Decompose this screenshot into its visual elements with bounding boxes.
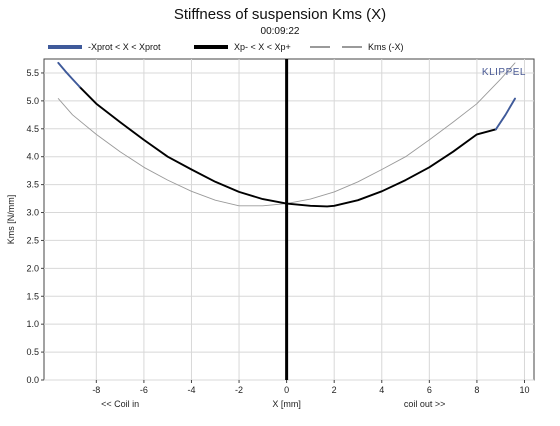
legend-label-kms-neg: Kms (-X) <box>368 42 404 52</box>
y-tick-label: 0.0 <box>26 375 39 385</box>
y-tick-label: 5.0 <box>26 96 39 106</box>
plot-frame <box>43 58 535 381</box>
y-tick-label: 5.5 <box>26 68 39 78</box>
x-tick-label: -6 <box>140 385 148 395</box>
y-ticks: 0.0 0.5 1.0 1.5 2.0 2.5 3.0 3.5 4.0 4.5 5.0 5.5 <box>26 68 44 385</box>
y-tick-label: 3.5 <box>26 180 39 190</box>
y-tick-label: 3.0 <box>26 208 39 218</box>
x-tick-label: -2 <box>235 385 243 395</box>
x-ticks: -8 -6 -4 -2 0 2 4 6 8 10 <box>92 380 529 395</box>
grid <box>44 59 534 381</box>
x-axis-label: X [mm] <box>272 399 301 409</box>
x-tick-label: 0 <box>284 385 289 395</box>
y-tick-label: 1.5 <box>26 291 39 301</box>
y-tick-label: 0.5 <box>26 347 39 357</box>
x-axis-label-coil-out: coil out >> <box>404 399 446 409</box>
series-line-1 <box>78 85 497 208</box>
legend-entry-xprot: -Xprot < X < Xprot <box>48 42 161 52</box>
series-line-0 <box>57 61 516 131</box>
x-tick-label: 10 <box>519 385 529 395</box>
legend-swatch-kms-neg-b <box>342 46 362 48</box>
x-tick-label: -4 <box>187 385 195 395</box>
legend-swatch-xp <box>194 45 228 49</box>
legend-label-xp: Xp- < X < Xp+ <box>234 42 291 52</box>
y-axis-label: Kms [N/mm] <box>6 195 16 245</box>
legend: -Xprot < X < Xprot Xp- < X < Xp+ Kms (-X… <box>0 42 560 56</box>
legend-entry-kms-neg: Kms (-X) <box>310 42 404 52</box>
x-tick-label: 6 <box>427 385 432 395</box>
series-lines <box>57 61 516 208</box>
legend-swatch-xprot <box>48 45 82 49</box>
x-axis-label-coil-in: << Coil in <box>101 399 139 409</box>
x-tick-label: 4 <box>379 385 384 395</box>
chart-title: Stiffness of suspension Kms (X) <box>173 6 387 23</box>
brand-logo-text: KLIPPEL <box>482 67 526 78</box>
x-tick-label: -8 <box>92 385 100 395</box>
y-tick-label: 1.0 <box>26 319 39 329</box>
legend-entry-xp: Xp- < X < Xp+ <box>194 42 291 52</box>
x-tick-label: 2 <box>332 385 337 395</box>
y-tick-label: 4.5 <box>26 124 39 134</box>
y-tick-label: 2.5 <box>26 235 39 245</box>
y-tick-label: 4.0 <box>26 152 39 162</box>
y-tick-label: 2.0 <box>26 263 39 273</box>
chart-subtitle: 00:09:22 <box>260 26 300 37</box>
legend-swatch-kms-neg-a <box>310 46 330 48</box>
legend-label-xprot: -Xprot < X < Xprot <box>88 42 161 52</box>
x-tick-label: 8 <box>474 385 479 395</box>
